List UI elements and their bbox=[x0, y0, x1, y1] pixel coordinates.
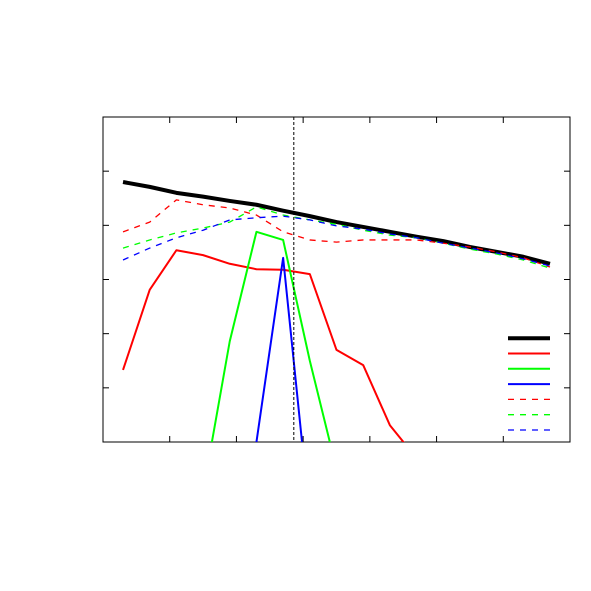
series-line bbox=[122, 199, 551, 268]
series-line bbox=[122, 206, 551, 269]
plot-frame bbox=[102, 116, 571, 443]
series-line bbox=[255, 256, 304, 442]
series-line bbox=[122, 249, 405, 442]
plot-area bbox=[122, 180, 551, 442]
series-line bbox=[210, 230, 331, 442]
series-line bbox=[122, 215, 551, 267]
